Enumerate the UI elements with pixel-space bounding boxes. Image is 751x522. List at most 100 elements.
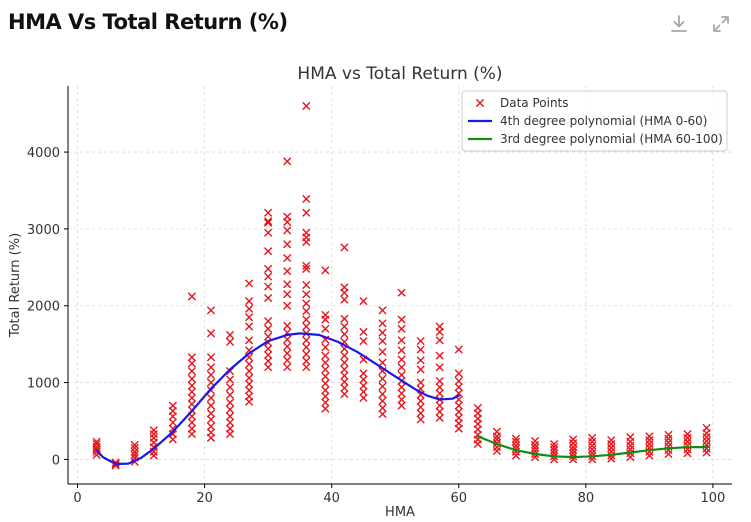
data-point — [187, 418, 196, 427]
data-point — [206, 428, 216, 437]
data-point — [702, 433, 711, 442]
data-point — [302, 343, 311, 352]
data-point — [283, 157, 292, 166]
y-tick-label: 3000 — [27, 223, 60, 238]
data-point — [244, 360, 254, 369]
data-point — [569, 446, 578, 455]
data-point — [225, 330, 235, 340]
y-axis-label: Total Return (%) — [8, 233, 23, 338]
data-point — [283, 240, 292, 249]
y-tick-label: 0 — [52, 453, 60, 468]
legend-label: 3rd degree polynomial (HMA 60-100) — [500, 132, 723, 146]
data-point — [378, 336, 387, 346]
data-point — [416, 378, 425, 387]
data-point — [359, 327, 368, 336]
data-point — [454, 345, 463, 354]
data-point — [187, 292, 196, 301]
y-tick-label: 4000 — [27, 146, 60, 161]
data-point — [283, 254, 292, 263]
data-point — [264, 344, 273, 353]
data-point — [321, 324, 330, 333]
data-point — [645, 451, 654, 460]
data-point — [549, 443, 559, 452]
legend-label: 4th degree polynomial (HMA 0-60) — [500, 114, 708, 128]
download-icon — [671, 15, 687, 32]
data-point — [244, 373, 254, 383]
data-point — [435, 376, 444, 386]
data-point — [149, 426, 158, 435]
data-point — [454, 383, 463, 392]
data-point — [321, 379, 330, 388]
data-point — [264, 217, 273, 226]
data-point — [683, 449, 692, 458]
data-point — [244, 392, 254, 401]
data-point — [283, 226, 292, 235]
data-point — [187, 387, 196, 396]
data-point — [302, 261, 311, 270]
data-point — [321, 343, 330, 352]
data-point — [321, 404, 330, 413]
data-point — [206, 370, 216, 379]
data-point — [302, 315, 311, 324]
data-point — [264, 208, 273, 217]
data-point — [206, 363, 216, 372]
data-point — [244, 304, 254, 313]
data-point — [321, 386, 330, 395]
data-point — [683, 437, 692, 446]
x-tick-label: 80 — [578, 491, 595, 506]
data-point — [302, 356, 311, 366]
data-point — [264, 293, 273, 303]
data-point — [283, 363, 292, 372]
data-point — [359, 369, 368, 378]
data-point — [264, 324, 273, 333]
data-point — [378, 347, 387, 356]
data-point — [321, 372, 330, 381]
data-point — [244, 313, 254, 322]
data-point — [302, 336, 311, 345]
expand-button[interactable] — [709, 12, 733, 36]
data-point — [435, 401, 444, 410]
data-point — [302, 280, 311, 290]
data-point — [264, 218, 273, 227]
data-point — [397, 363, 406, 372]
data-point — [359, 393, 368, 403]
data-point — [244, 336, 254, 345]
data-point — [340, 295, 349, 304]
data-point — [378, 396, 387, 406]
data-point — [397, 346, 406, 355]
data-point — [168, 401, 177, 410]
page-title: HMA Vs Total Return (%) — [8, 10, 288, 34]
download-button[interactable] — [667, 12, 691, 36]
poly4-fit-line — [95, 332, 460, 466]
data-point — [435, 351, 444, 360]
x-tick-label: 0 — [73, 491, 81, 506]
data-point — [588, 437, 597, 446]
expand-icon — [713, 16, 729, 32]
x-tick-label: 60 — [451, 491, 468, 506]
x-tick-label: 20 — [196, 491, 213, 506]
data-point — [378, 382, 387, 391]
data-point — [206, 415, 216, 424]
data-point — [549, 439, 559, 449]
data-point — [397, 383, 406, 392]
data-point — [340, 371, 349, 380]
data-point — [454, 369, 463, 378]
data-point — [416, 396, 425, 406]
legend-marker-points — [475, 98, 485, 108]
data-point — [340, 365, 349, 374]
data-point — [530, 436, 540, 446]
data-point — [302, 101, 311, 111]
data-point — [664, 430, 673, 439]
data-point — [225, 412, 235, 421]
data-point — [416, 365, 425, 374]
data-point — [359, 381, 368, 390]
x-axis-label: HMA — [385, 505, 415, 520]
data-point — [264, 317, 273, 326]
data-point — [397, 355, 406, 364]
plot-area — [92, 101, 711, 470]
data-point — [435, 407, 444, 416]
data-point — [264, 332, 273, 341]
legend-label: Data Points — [500, 96, 569, 110]
chart-title: HMA vs Total Return (%) — [297, 64, 502, 84]
data-point — [416, 409, 425, 418]
